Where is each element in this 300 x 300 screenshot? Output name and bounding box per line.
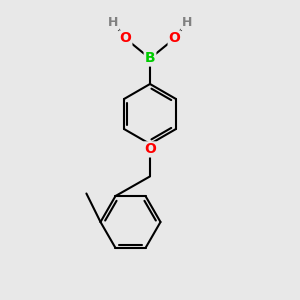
Text: H: H xyxy=(182,16,192,29)
Text: B: B xyxy=(145,52,155,65)
Text: H: H xyxy=(108,16,118,29)
Text: O: O xyxy=(119,32,131,45)
Text: O: O xyxy=(169,32,181,45)
Text: O: O xyxy=(144,142,156,156)
